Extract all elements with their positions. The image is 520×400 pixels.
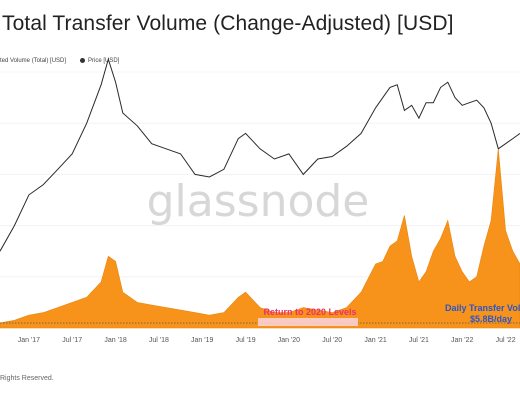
x-tick-label: Jan '19 xyxy=(191,337,213,344)
x-tick-label: Jan '22 xyxy=(451,337,473,344)
x-tick-label: Jan '20 xyxy=(278,337,300,344)
x-tick-label: Jul '18 xyxy=(149,337,169,344)
x-tick-label: Jul '17 xyxy=(62,337,82,344)
legend-dot-price xyxy=(80,58,85,63)
footer-copyright: Rights Reserved. xyxy=(0,375,54,382)
x-tick-label: Jul '22 xyxy=(496,337,516,344)
x-tick-label: Jan '17 xyxy=(18,337,40,344)
legend-label-volume: ted Volume (Total) [USD] xyxy=(0,58,67,64)
annotation-daily-volume: Daily Transfer Volu xyxy=(445,303,520,313)
legend-item-volume[interactable]: ted Volume (Total) [USD] xyxy=(0,58,66,64)
annotation-return-2020: Return to 2020 Levels xyxy=(263,307,356,317)
volume-area xyxy=(0,148,520,329)
x-tick-label: Jan '21 xyxy=(364,337,386,344)
x-axis-ticks: Jan '17 Jul '17 Jan '18 Jul '18 Jan '19 Jul '… xyxy=(18,337,516,344)
x-tick-label: Jan '18 xyxy=(104,337,126,344)
x-tick-label: Jul '20 xyxy=(322,337,342,344)
legend-item-price[interactable]: Price [USD] xyxy=(80,58,119,64)
price-line xyxy=(0,57,520,252)
x-tick-label: Jul '21 xyxy=(409,337,429,344)
legend-label-price: Price [USD] xyxy=(88,58,120,64)
x-tick-label: Jul '19 xyxy=(236,337,256,344)
annotation-daily-volume-value: $5.8B/day xyxy=(470,314,512,324)
annotation-bg xyxy=(258,318,358,326)
watermark-text: glassnode xyxy=(147,176,370,227)
chart-title: Total Transfer Volume (Change-Adjusted) … xyxy=(2,12,454,35)
